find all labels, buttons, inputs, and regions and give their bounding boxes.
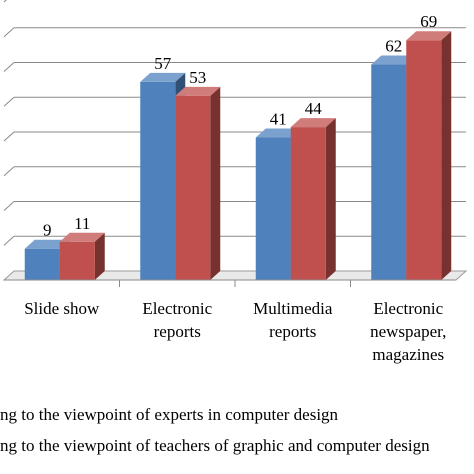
x-tick-label: Electronic newspaper, magazines	[370, 299, 446, 364]
x-tick-label: Electronic reports	[142, 299, 212, 341]
bars	[24, 31, 452, 280]
data-label: 69	[420, 12, 437, 31]
bar	[406, 31, 452, 280]
gridline-depth	[3, 27, 15, 38]
bar	[175, 86, 221, 280]
bar	[59, 232, 105, 280]
data-label: 57	[154, 54, 172, 73]
bar-side	[210, 86, 221, 280]
data-labels: 9 11 57 53 41 44 62 69	[43, 12, 437, 240]
data-label: 9	[43, 221, 52, 240]
gridline-depth	[3, 201, 15, 211]
bar-top	[175, 86, 221, 96]
x-tick-label: Multimedia reports	[253, 299, 333, 341]
bar	[290, 118, 336, 280]
bar-top	[255, 128, 301, 138]
bar-front	[59, 241, 95, 280]
bar-front	[371, 64, 407, 280]
gridline-depth	[3, 166, 15, 177]
gridline-depth	[3, 0, 7, 3]
legend-entry: ng to the viewpoint of experts in comput…	[0, 405, 339, 424]
bar-top	[24, 239, 70, 249]
data-label: 53	[189, 68, 206, 87]
gridline-depth	[3, 62, 15, 72]
bar-side	[325, 118, 336, 280]
x-tick-label: Slide show	[24, 299, 100, 318]
plot-background	[2, 2, 468, 281]
bar-top	[371, 55, 417, 65]
bar-front	[406, 40, 442, 280]
legend-entry: ng to the viewpoint of teachers of graph…	[0, 436, 430, 455]
bar-front	[255, 137, 291, 280]
bar-front	[140, 81, 176, 280]
x-axis: Slide show Electronic reports Multimedia rep…	[4, 279, 456, 364]
bar-front	[175, 95, 211, 280]
bar-front	[24, 248, 60, 280]
bar-top	[59, 232, 105, 242]
bar-front	[290, 127, 326, 280]
bar-side	[441, 31, 452, 280]
data-label: 41	[270, 110, 287, 129]
data-label: 62	[385, 37, 402, 56]
gridline-depth	[3, 96, 15, 107]
gridline-depth	[3, 131, 15, 142]
bar-side	[94, 232, 105, 280]
bar-top	[140, 72, 186, 82]
data-label: 11	[74, 214, 90, 233]
bar-top	[290, 118, 336, 128]
plot-wall	[14, 2, 466, 271]
bar-top	[406, 31, 452, 41]
data-label: 44	[305, 99, 323, 118]
legend: ng to the viewpoint of experts in comput…	[0, 405, 430, 455]
gridline-depth	[3, 235, 15, 246]
